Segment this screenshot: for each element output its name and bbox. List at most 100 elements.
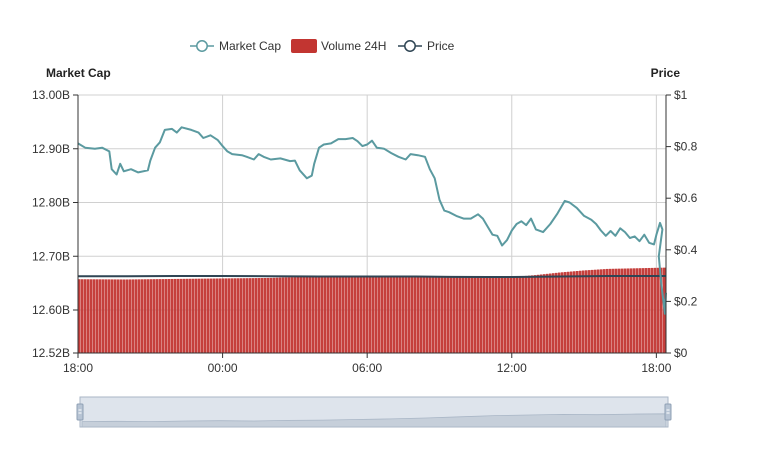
volume-bar [297, 277, 300, 353]
volume-bar [258, 278, 261, 353]
volume-bar [480, 277, 483, 353]
slider-right-handle[interactable] [664, 403, 672, 421]
x-tick-label: 12:00 [497, 361, 527, 375]
volume-bar [618, 268, 621, 353]
volume-bar [432, 276, 435, 353]
volume-bar [81, 279, 84, 353]
volume-bar [594, 269, 597, 353]
volume-bar [426, 276, 429, 353]
volume-bar [537, 274, 540, 353]
volume-bar [282, 277, 285, 353]
volume-bar [636, 268, 639, 353]
legend-item-market-cap[interactable]: Market Cap [190, 39, 281, 53]
volume-bar [183, 278, 186, 353]
volume-bar [90, 279, 93, 353]
volume-bar [660, 267, 663, 353]
volume-bar [579, 270, 582, 353]
volume-bar [612, 268, 615, 353]
volume-bar [534, 275, 537, 353]
volume-bar [285, 277, 288, 353]
volume-bar [420, 276, 423, 353]
volume-bar [171, 278, 174, 353]
volume-bar [468, 277, 471, 353]
volume-bar [246, 278, 249, 353]
volume-bar [444, 276, 447, 353]
market-cap-line [77, 126, 667, 315]
volume-bar [558, 272, 561, 353]
volume-bar [303, 276, 306, 353]
left-tick-label: 12.52B [32, 346, 70, 360]
volume-bar [600, 269, 603, 353]
volume-bar [561, 272, 564, 353]
volume-bar [567, 271, 570, 353]
volume-bar [249, 278, 252, 353]
right-axis-title: Price [651, 66, 681, 80]
volume-bar [222, 278, 225, 353]
slider-left-handle[interactable] [76, 403, 84, 421]
volume-bar [492, 277, 495, 353]
volume-bar [609, 268, 612, 353]
volume-bar [294, 277, 297, 353]
volume-bar [588, 270, 591, 353]
volume-bar [168, 279, 171, 353]
volume-bar [345, 276, 348, 353]
volume-bar [114, 279, 117, 353]
volume-bar [540, 274, 543, 353]
volume-bar [120, 279, 123, 353]
volume-bar [516, 276, 519, 353]
right-tick-label: $0.8 [674, 140, 698, 154]
volume-bar [333, 276, 336, 353]
volume-bar [606, 268, 609, 353]
volume-bar [627, 268, 630, 353]
volume-bar [525, 275, 528, 353]
x-tick-label: 18:00 [641, 361, 671, 375]
volume-bar [207, 278, 210, 353]
legend-item-volume[interactable]: Volume 24H [291, 39, 386, 53]
volume-bar [84, 279, 87, 353]
volume-bar [261, 278, 264, 353]
volume-bar [528, 275, 531, 353]
right-tick-label: $1 [674, 88, 688, 102]
legend-item-price[interactable]: Price [398, 39, 455, 53]
volume-bar [435, 276, 438, 353]
left-tick-label: 12.70B [32, 249, 70, 263]
volume-bar [384, 276, 387, 353]
legend-volume-swatch [291, 39, 317, 53]
volume-bar [126, 279, 129, 353]
volume-bar [336, 276, 339, 353]
right-tick-label: $0.6 [674, 191, 698, 205]
volume-bar [132, 279, 135, 353]
volume-bar [504, 277, 507, 353]
volume-bar [153, 279, 156, 353]
volume-bar [291, 277, 294, 353]
x-tick-label: 06:00 [352, 361, 382, 375]
volume-bar [342, 276, 345, 353]
volume-bar [642, 268, 645, 353]
volume-bar [378, 276, 381, 353]
volume-bar [240, 278, 243, 353]
volume-bar [357, 276, 360, 353]
volume-bar [549, 273, 552, 353]
volume-bar [522, 276, 525, 353]
volume-bar [363, 276, 366, 353]
volume-bar [195, 278, 198, 353]
volume-bar [177, 278, 180, 353]
volume-bar [123, 279, 126, 353]
volume-bar [225, 278, 228, 353]
volume-bar [147, 279, 150, 353]
volume-bar [279, 277, 282, 353]
volume-bar [381, 276, 384, 353]
volume-bar [657, 267, 660, 353]
volume-bar [564, 272, 567, 353]
volume-bar [375, 276, 378, 353]
volume-bar [117, 279, 120, 353]
volume-bar [495, 277, 498, 353]
volume-bar [474, 277, 477, 353]
volume-bar [399, 276, 402, 353]
volume-bar [306, 276, 309, 353]
volume-bar [645, 268, 648, 353]
volume-bar [243, 278, 246, 353]
volume-bar [327, 276, 330, 353]
volume-bar [543, 274, 546, 353]
data-zoom-slider[interactable] [76, 396, 672, 428]
